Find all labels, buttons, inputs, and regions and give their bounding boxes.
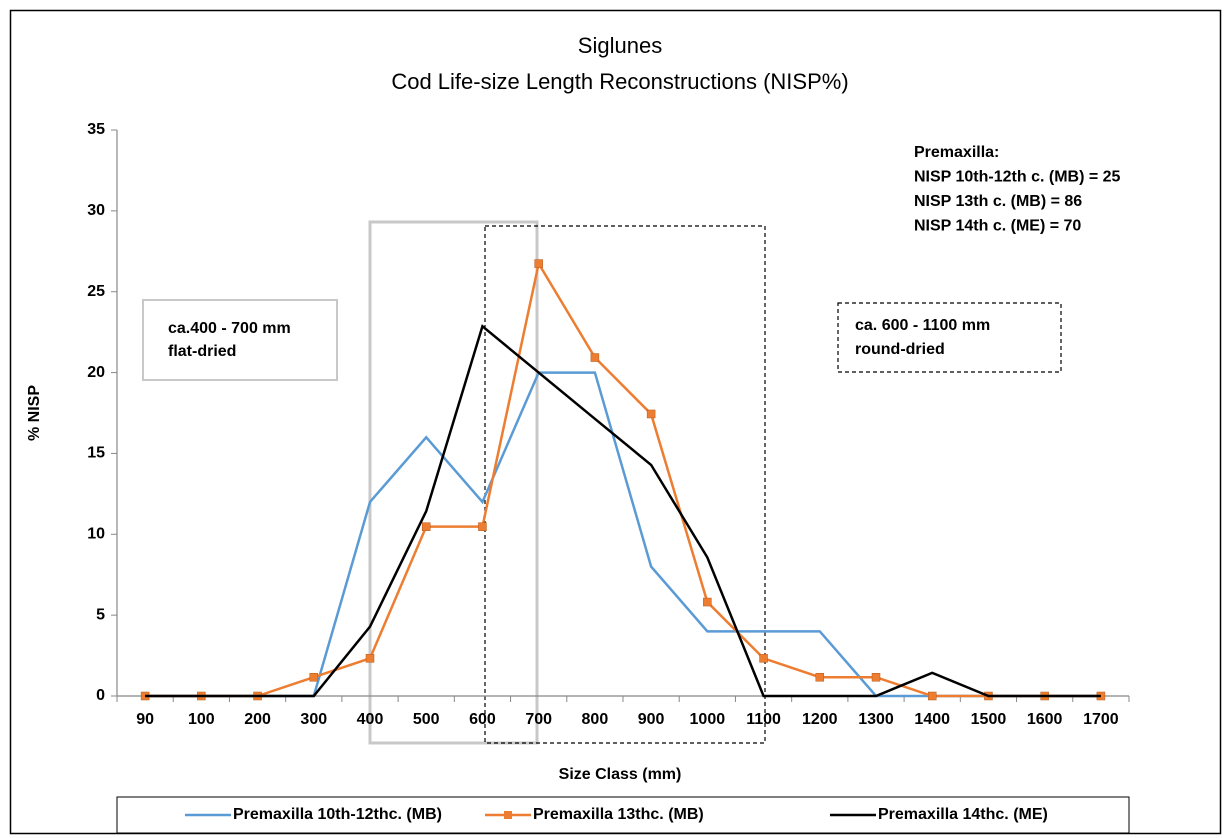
chart-subtitle: Cod Life-size Length Reconstructions (NI… — [391, 69, 848, 94]
y-axis-title: % NISP — [26, 385, 43, 441]
legend-label: Premaxilla 14thc. (ME) — [878, 806, 1048, 823]
x-tick-label: 900 — [638, 711, 665, 728]
y-tick-label: 35 — [87, 121, 105, 138]
chart-border — [9, 9, 1222, 835]
round-dried-range — [484, 225, 766, 744]
chart-title: Siglunes — [578, 33, 662, 58]
marker — [365, 654, 375, 663]
x-axis-title: Size Class (mm) — [559, 766, 682, 783]
note: ca.400 - 700 mm — [168, 320, 291, 337]
note: ca. 600 - 1100 mm — [855, 317, 990, 334]
series-line — [145, 324, 1101, 698]
marker — [478, 522, 487, 531]
x-tick-label: 90 — [136, 711, 154, 728]
legend-label: Premaxilla 13thc. (MB) — [533, 806, 704, 823]
flat-dried-range — [368, 220, 539, 745]
legend-label: Premaxilla 10th-12thc. (MB) — [233, 806, 442, 823]
annotation: NISP 13th c. (MB) = 86 — [914, 193, 1082, 210]
marker — [703, 597, 712, 607]
marker — [759, 654, 768, 663]
marker — [927, 691, 937, 701]
note: round-dried — [855, 341, 945, 358]
x-tick-label: 500 — [413, 711, 440, 728]
x-tick-label: 400 — [357, 711, 384, 728]
marker — [421, 522, 431, 531]
y-tick-label: 10 — [87, 526, 105, 543]
x-tick-label: 600 — [469, 711, 496, 728]
marker — [309, 672, 319, 682]
x-tick-label: 300 — [300, 711, 327, 728]
x-tick-label: 800 — [582, 711, 609, 728]
annotation: NISP 10th-12th c. (MB) = 25 — [914, 169, 1121, 186]
x-tick-label: 100 — [188, 711, 215, 728]
annotation: NISP 14th c. (ME) = 70 — [914, 218, 1081, 235]
marker — [534, 259, 543, 268]
note-box — [837, 302, 1062, 373]
x-tick-label: 1000 — [690, 711, 726, 728]
y-tick-label: 30 — [87, 202, 105, 219]
series-line — [145, 371, 1101, 698]
y-tick-label: 0 — [96, 687, 105, 704]
x-tick-label: 700 — [525, 711, 552, 728]
series-line — [145, 260, 1101, 698]
x-tick-label: 1700 — [1083, 711, 1119, 728]
x-tick-label: 200 — [244, 711, 271, 728]
note-box — [142, 299, 338, 381]
marker — [590, 353, 600, 362]
x-tick-label: 1100 — [746, 711, 781, 728]
x-tick-label: 1200 — [802, 711, 838, 728]
y-tick-label: 20 — [87, 364, 105, 381]
marker — [871, 672, 881, 682]
y-tick-label: 15 — [87, 445, 105, 462]
y-tick-label: 25 — [87, 283, 105, 300]
legend-marker — [504, 811, 512, 819]
marker — [815, 672, 825, 682]
x-tick-label: 1600 — [1027, 711, 1063, 728]
legend-box — [116, 796, 1130, 834]
marker — [646, 409, 656, 419]
note: flat-dried — [168, 343, 236, 360]
y-tick-label: 5 — [96, 606, 105, 623]
annotation: Premaxilla: — [914, 144, 999, 161]
x-tick-label: 1500 — [971, 711, 1007, 728]
x-tick-label: 1300 — [858, 711, 894, 728]
x-tick-label: 1400 — [914, 711, 950, 728]
